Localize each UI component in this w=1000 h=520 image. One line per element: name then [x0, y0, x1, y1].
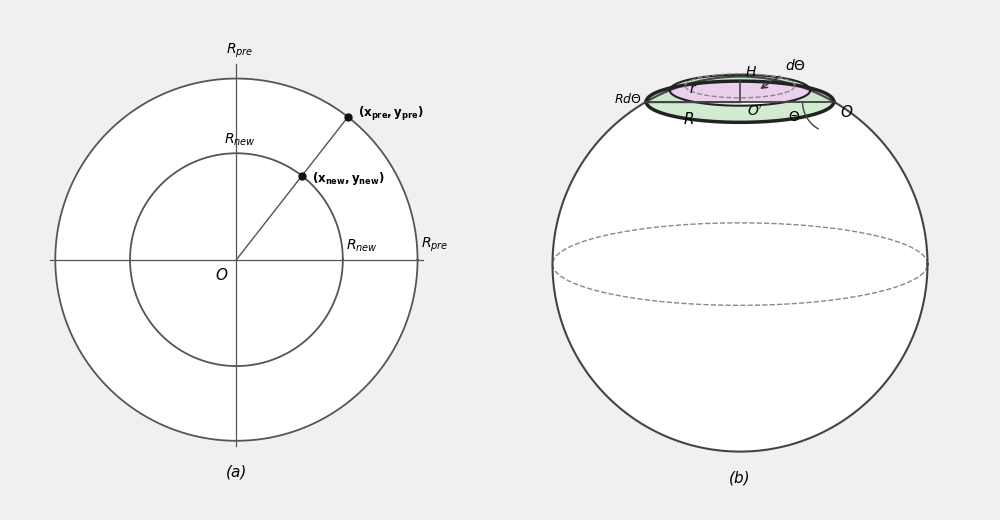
Text: $R_{new}$: $R_{new}$: [224, 132, 256, 148]
Text: $\mathbf{(x_{pre},y_{pre})}$: $\mathbf{(x_{pre},y_{pre})}$: [358, 105, 424, 123]
Polygon shape: [553, 76, 928, 451]
Text: (b): (b): [729, 471, 751, 485]
Text: $H$: $H$: [745, 65, 757, 79]
Text: $\Theta$: $\Theta$: [788, 110, 800, 124]
Text: $\mathbf{(x_{new},y_{new})}$: $\mathbf{(x_{new},y_{new})}$: [312, 170, 385, 187]
Text: $d\Theta$: $d\Theta$: [761, 58, 806, 88]
Text: $O$: $O$: [840, 104, 854, 120]
Text: $Rd\Theta$: $Rd\Theta$: [614, 93, 642, 107]
Polygon shape: [55, 79, 418, 441]
Text: $R_{new}$: $R_{new}$: [346, 237, 378, 254]
Text: $R_{pre}$: $R_{pre}$: [421, 236, 449, 254]
Text: $O$: $O$: [215, 267, 228, 283]
Polygon shape: [646, 76, 834, 102]
Text: $R_{pre}$: $R_{pre}$: [226, 41, 254, 59]
Polygon shape: [646, 75, 834, 122]
Text: $O'$: $O'$: [747, 104, 763, 119]
Text: $R$: $R$: [683, 111, 694, 127]
Text: $r$: $r$: [689, 82, 697, 96]
Text: (a): (a): [226, 464, 247, 479]
